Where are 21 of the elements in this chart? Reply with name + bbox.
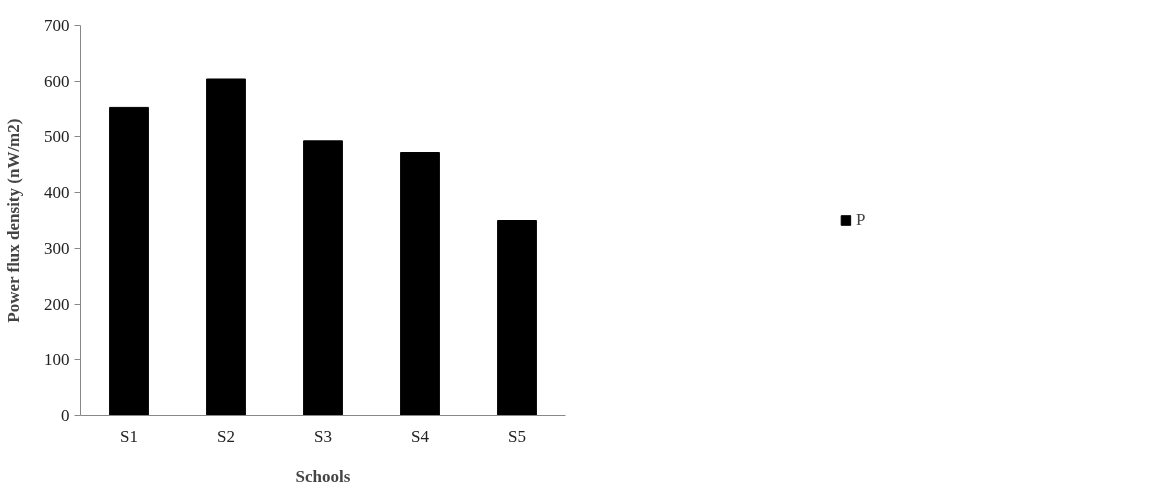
x-tick-label: S3 [314, 426, 332, 446]
x-tick-label: S5 [508, 426, 526, 446]
y-tick-label: 200 [44, 294, 70, 314]
bar [303, 140, 343, 416]
x-tick-label: S4 [411, 426, 430, 446]
y-tick-label: 300 [44, 238, 70, 258]
x-axis-title: Schools [295, 466, 351, 486]
y-axis-title: Power flux density (nW/m2) [4, 118, 23, 323]
y-tick-label: 100 [44, 350, 70, 370]
x-tick-label: S2 [217, 426, 235, 446]
y-tick-label: 700 [44, 16, 70, 35]
bar [497, 220, 537, 416]
x-tick-label: S1 [120, 426, 138, 446]
y-tick-label: 400 [44, 183, 70, 203]
y-tick-label: 500 [44, 127, 70, 147]
bar [206, 78, 246, 416]
bar [109, 106, 149, 416]
y-tick-label: 0 [61, 406, 70, 425]
legend-label: P [856, 210, 867, 230]
bar [400, 152, 440, 416]
y-tick-label: 600 [44, 71, 70, 91]
